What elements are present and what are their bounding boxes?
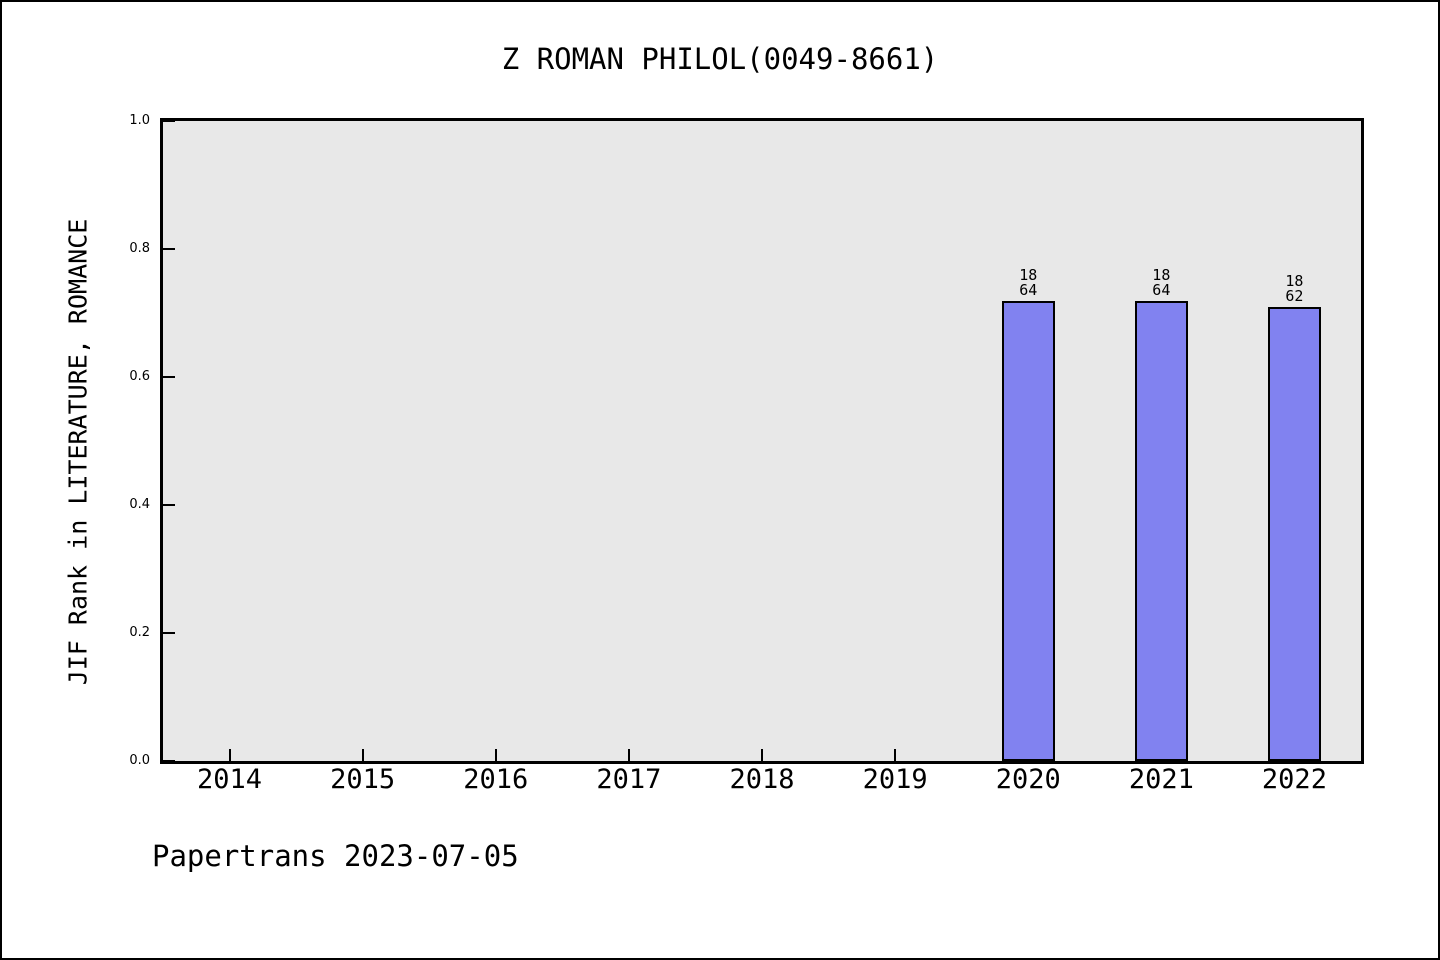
x-tick-label: 2015 [330, 764, 396, 795]
y-tick-mark [163, 760, 175, 762]
bar-2022 [1267, 306, 1322, 761]
x-tick-mark [627, 749, 630, 761]
x-tick-label: 2016 [463, 764, 529, 795]
x-tick-label: 2018 [729, 764, 795, 795]
x-tick-label: 2014 [197, 764, 263, 795]
x-tick-label: 2017 [596, 764, 662, 795]
y-tick-mark [163, 632, 175, 634]
y-axis-title: JIF Rank in LITERATURE, ROMANCE [63, 218, 93, 686]
y-tick-label: 0.0 [129, 753, 150, 768]
bar-value-label-2021: 18 64 [1152, 266, 1171, 299]
x-tick-label: 2021 [1128, 764, 1194, 795]
y-tick-mark [163, 376, 175, 378]
bar-2021 [1134, 301, 1188, 761]
bar-value-label-2020: 18 64 [1019, 266, 1038, 299]
x-tick-mark [894, 749, 897, 761]
x-tick-mark [361, 749, 364, 761]
y-tick-label: 1.0 [129, 113, 150, 128]
chart-title: Z ROMAN PHILOL(0049-8661) [501, 42, 939, 76]
x-tick-label: 2022 [1261, 764, 1327, 795]
y-tick-label: 0.6 [129, 369, 150, 384]
y-tick-label: 0.2 [129, 625, 150, 640]
bar-2020 [1001, 301, 1055, 761]
x-tick-mark [761, 749, 763, 761]
y-tick-mark [163, 120, 175, 122]
x-tick-mark [494, 749, 497, 761]
x-tick-mark [228, 749, 231, 761]
plot-area: 18 64 18 64 18 62 [160, 118, 1364, 764]
x-tick-label: 2019 [862, 764, 928, 795]
footer-watermark: Papertrans 2023-07-05 [152, 839, 519, 873]
y-tick-mark [163, 504, 175, 506]
y-tick-label: 0.4 [129, 497, 150, 512]
y-tick-mark [163, 248, 175, 250]
x-tick-label: 2020 [995, 764, 1061, 795]
bar-value-label-2022: 18 62 [1285, 271, 1304, 305]
y-tick-label: 0.8 [129, 241, 150, 256]
